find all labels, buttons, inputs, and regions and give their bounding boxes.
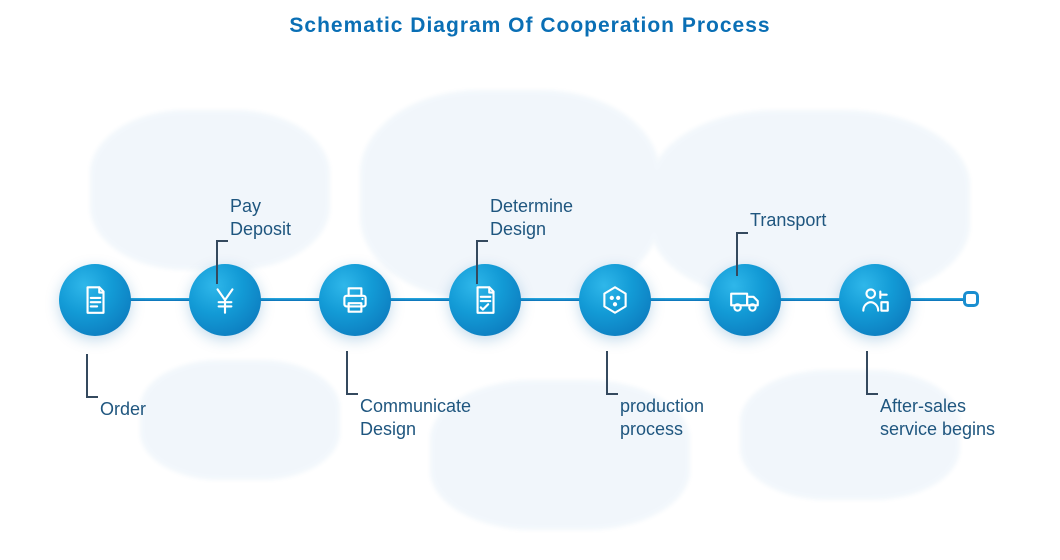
doc-check-icon xyxy=(468,283,502,317)
step-production xyxy=(579,264,651,336)
truck-icon xyxy=(728,283,762,317)
label-text: After-sales service begins xyxy=(880,396,995,439)
hex-icon xyxy=(598,283,632,317)
diagram-title-text: Schematic Diagram Of Cooperation Process xyxy=(289,14,770,37)
document-icon xyxy=(78,283,112,317)
label-text: Determine Design xyxy=(490,196,573,239)
yen-icon xyxy=(208,283,242,317)
label-deposit: Pay Deposit xyxy=(230,195,291,240)
diagram-title: Schematic Diagram Of Cooperation Process xyxy=(0,14,1060,38)
label-det-design: Determine Design xyxy=(490,195,573,240)
step-order xyxy=(59,264,131,336)
label-comm-design: Communicate Design xyxy=(360,395,471,440)
label-transport: Transport xyxy=(750,209,826,232)
label-text: Pay Deposit xyxy=(230,196,291,239)
label-text: Order xyxy=(100,399,146,419)
label-text: Transport xyxy=(750,210,826,230)
label-text: production process xyxy=(620,396,704,439)
step-after-sales xyxy=(839,264,911,336)
service-icon xyxy=(858,283,892,317)
step-comm-design xyxy=(319,264,391,336)
axis-end-cap-icon xyxy=(963,291,979,307)
label-text: Communicate Design xyxy=(360,396,471,439)
label-after-sales: After-sales service begins xyxy=(880,395,995,440)
label-order: Order xyxy=(100,398,146,421)
label-production: production process xyxy=(620,395,704,440)
printer-icon xyxy=(338,283,372,317)
